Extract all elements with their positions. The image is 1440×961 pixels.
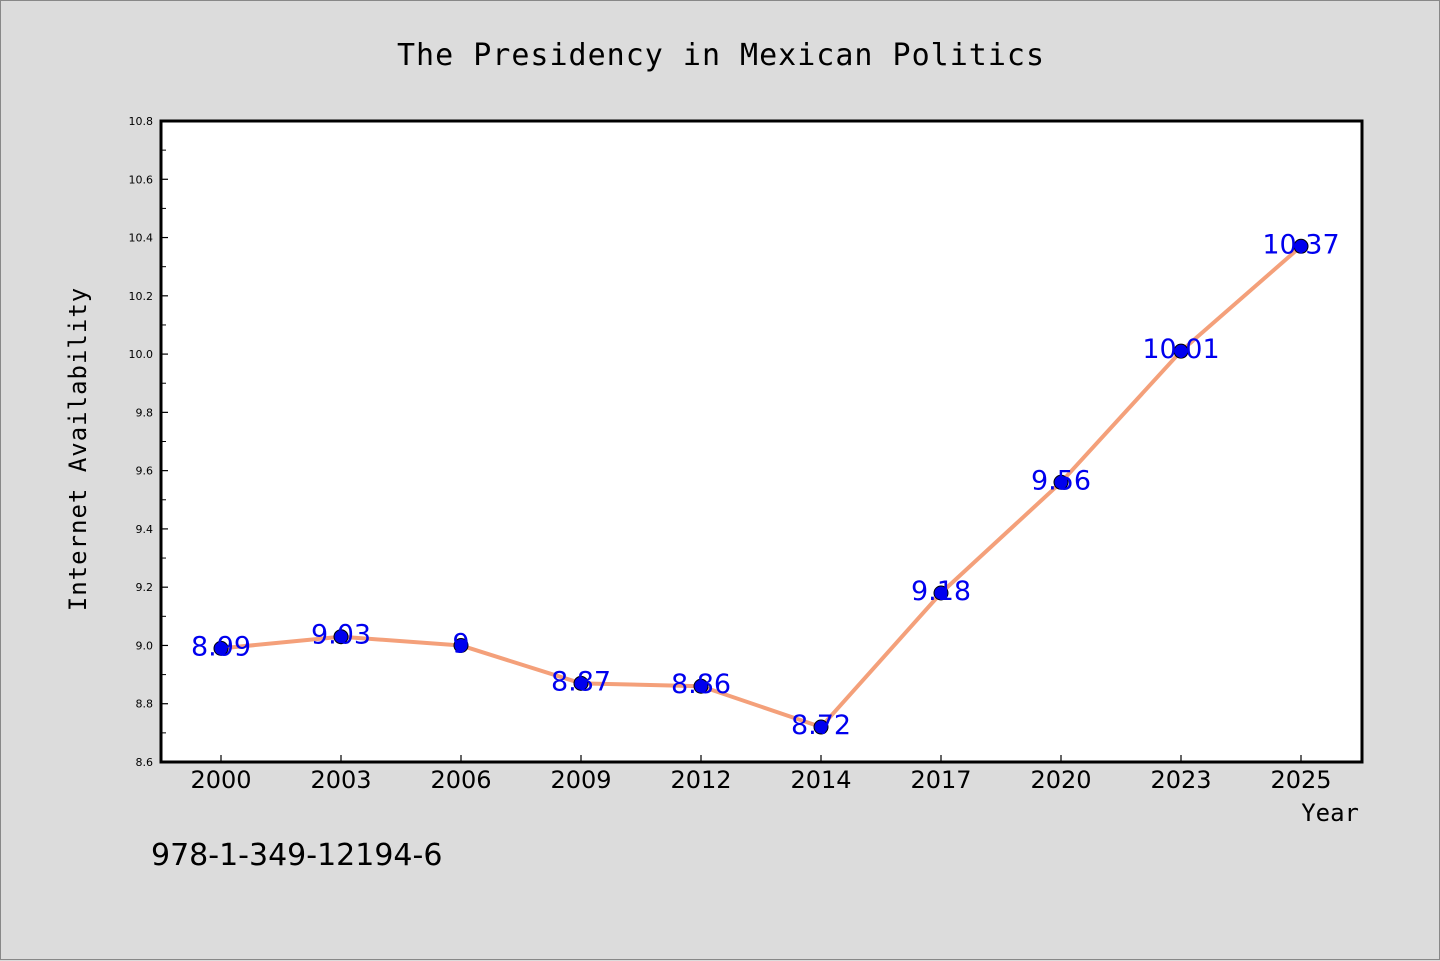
data-label: 10.01 <box>1142 334 1219 365</box>
x-tick-label: 2006 <box>430 766 491 794</box>
data-point <box>813 719 829 735</box>
y-tick-label: 9.2 <box>136 581 154 594</box>
y-axis-label: Internet Availability <box>64 287 92 611</box>
data-label: 8.86 <box>671 669 731 700</box>
x-tick-label: 2003 <box>310 766 371 794</box>
y-tick-label: 10.4 <box>129 232 154 245</box>
data-label: 8.72 <box>791 710 851 741</box>
y-tick-label: 8.8 <box>136 698 154 711</box>
y-tick-label: 9.8 <box>136 406 154 419</box>
y-tick-label: 9.6 <box>136 465 154 478</box>
data-label: 8.99 <box>191 631 251 662</box>
x-tick-label: 2017 <box>910 766 971 794</box>
x-axis-label: Year <box>1301 799 1359 827</box>
data-point <box>1293 238 1309 254</box>
chart-title: The Presidency in Mexican Politics <box>397 38 1045 73</box>
x-tick-label: 2020 <box>1030 766 1091 794</box>
data-labels: 8.99 9.03 9 8.87 8.86 8.72 9.18 9.56 10.01 10.37 <box>191 229 1340 741</box>
data-point <box>933 585 949 601</box>
isbn-text: 978-1-349-12194-6 <box>151 838 442 873</box>
data-label: 9 <box>452 628 469 659</box>
x-axis: 2000 2003 2006 2009 2012 2014 2017 2020 2023 2025 <box>190 755 1332 794</box>
y-tick-label: 10.2 <box>129 290 154 303</box>
x-tick-label: 2012 <box>670 766 731 794</box>
data-point <box>573 675 589 691</box>
x-tick-label: 2014 <box>790 766 851 794</box>
x-tick-label: 2009 <box>550 766 611 794</box>
data-label: 9.56 <box>1031 465 1091 496</box>
data-point <box>213 640 229 656</box>
series-line <box>220 244 1303 730</box>
data-point <box>453 637 469 653</box>
data-label: 9.03 <box>311 620 371 651</box>
y-axis: 8.6 8.8 9.0 9.2 9.4 9.6 9.8 10.0 10.2 10.4 10.6 10.… <box>129 115 168 769</box>
y-tick-label: 10.8 <box>129 115 154 128</box>
data-label: 9.18 <box>911 576 971 607</box>
data-points <box>213 238 1309 735</box>
x-tick-label: 2025 <box>1270 766 1331 794</box>
plot-area <box>159 119 1364 764</box>
y-tick-label: 9.4 <box>136 523 154 536</box>
data-label: 8.87 <box>551 666 611 697</box>
data-point <box>693 678 709 694</box>
x-tick-label: 2023 <box>1150 766 1211 794</box>
data-point <box>1053 474 1069 490</box>
data-point <box>1173 343 1189 359</box>
data-label: 10.37 <box>1262 229 1339 260</box>
y-tick-label: 9.0 <box>136 639 154 652</box>
data-point <box>333 629 349 645</box>
y-tick-label: 10.6 <box>129 173 154 186</box>
x-tick-label: 2000 <box>190 766 251 794</box>
y-tick-label: 10.0 <box>129 348 154 361</box>
y-tick-label: 8.6 <box>136 756 154 769</box>
